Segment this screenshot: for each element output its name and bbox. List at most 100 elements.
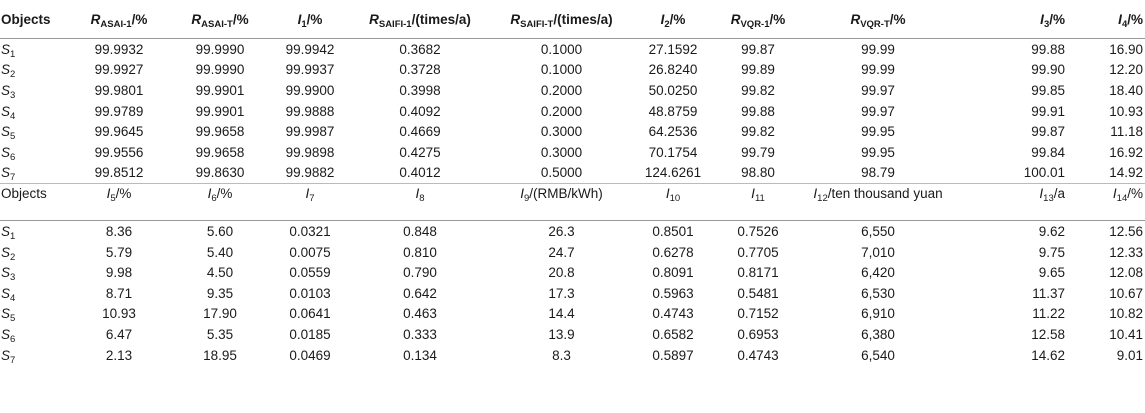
table2-header-row: Objects I5/% I6/% I7 I8 I9/(RMB/kWh) I10 I11 I12… [0, 183, 1145, 222]
table-row: S3 99.9801 99.9901 99.9900 0.3998 0.2000 50.02… [0, 80, 1145, 101]
table-cell: 99.9882 [270, 162, 350, 185]
table-cell: 0.134 [403, 347, 437, 363]
table-cell: 14.62 [1031, 347, 1065, 363]
table-cell: 70.1754 [648, 144, 698, 160]
table-cell: 8.36 [105, 223, 133, 239]
table2-header-cell: I6/% [170, 183, 270, 222]
table-cell: 9.65 [1038, 265, 1065, 281]
header-symbol: I [665, 186, 670, 202]
header-subscript: SAIFI-T [520, 18, 554, 30]
header-subscript: 13 [1043, 193, 1054, 205]
table1-header-cell: RASAI-1/% [68, 0, 170, 39]
header-symbol: R [510, 11, 521, 27]
table-cell: 99.9658 [195, 124, 245, 140]
header-symbol: I [751, 186, 755, 202]
table-cell: 99.99 [861, 41, 895, 57]
table-cell: 0.1000 [540, 41, 583, 57]
table-cell: 0.3728 [399, 62, 441, 78]
table-cell: 0.7705 [737, 244, 779, 260]
table-cell: 99.8630 [170, 162, 270, 185]
header-symbol: I [207, 186, 212, 202]
table-cell: 0.0641 [289, 306, 331, 322]
object-subscript: 7 [10, 354, 16, 366]
header-subscript: 6 [211, 193, 217, 205]
table-cell: 9.01 [1116, 347, 1143, 363]
table-cell: 0.5963 [652, 285, 694, 301]
table-row: S5 10.93 17.90 0.0641 0.463 14.4 0.4743 0.7152 6… [0, 304, 1145, 325]
object-subscript: 2 [10, 251, 16, 263]
table-cell: 10.93 [102, 306, 136, 322]
table-cell: 0.4092 [399, 103, 441, 119]
table-cell: 6,540 [861, 347, 895, 363]
header-symbol: I [1112, 186, 1117, 202]
header-unit: /% [769, 11, 786, 27]
table-cell: 0.0321 [289, 223, 331, 239]
header-subscript: 7 [309, 193, 315, 205]
table-cell: 10.67 [1109, 285, 1143, 301]
table-cell: 12.56 [1109, 223, 1143, 239]
object-subscript: 3 [10, 89, 16, 101]
table-cell: 9.62 [1038, 223, 1065, 239]
table-cell: 18.40 [1109, 82, 1143, 98]
table-cell: 0.6953 [737, 326, 779, 342]
object-symbol: S [1, 326, 11, 342]
table-row: S2 99.9927 99.9990 99.9937 0.3728 0.1000 26.82… [0, 60, 1145, 81]
object-subscript: 5 [10, 131, 16, 142]
table-cell: 99.82 [741, 124, 775, 140]
object-label: S4 [0, 101, 68, 122]
header-unit: /% [889, 11, 906, 27]
table1-header-cell: I1/% [270, 0, 350, 39]
table2-header-cell: I8 [350, 183, 490, 222]
table-cell: 0.8171 [737, 265, 779, 281]
table-cell: 6,420 [861, 265, 895, 281]
table-cell: 0.4012 [350, 162, 490, 185]
table-cell: 11.18 [1110, 124, 1143, 140]
table-cell: 99.9942 [285, 41, 335, 57]
header-symbol: I [520, 186, 524, 202]
object-symbol: S [1, 223, 11, 239]
object-label: S4 [0, 283, 68, 304]
table-cell: 99.9990 [195, 62, 245, 78]
header-subscript: ASAI-T [201, 18, 233, 30]
table-cell: 0.3682 [399, 41, 441, 57]
table-cell: 14.4 [548, 306, 575, 322]
table-cell: 24.7 [548, 244, 575, 260]
table-cell: 99.84 [1031, 144, 1065, 160]
table-cell: 0.3998 [399, 82, 441, 98]
table-cell: 16.90 [1109, 41, 1143, 57]
table-cell: 27.1592 [648, 41, 698, 57]
table-cell: 0.642 [403, 285, 437, 301]
table-cell: 0.790 [403, 265, 437, 281]
object-subscript: 4 [10, 292, 16, 304]
object-label: S2 [0, 242, 68, 263]
header-subscript: 4 [1121, 18, 1128, 30]
header-subscript: 10 [669, 193, 681, 205]
table-cell: 17.90 [203, 306, 237, 322]
table-cell: 6,530 [861, 285, 895, 301]
table-cell: 0.5000 [490, 162, 633, 185]
table-cell: 12.20 [1109, 62, 1143, 78]
table-cell: 0.8091 [652, 265, 694, 281]
header-subscript: 8 [419, 193, 425, 205]
table-cell: 99.9556 [94, 144, 144, 160]
table-cell: 99.9658 [195, 144, 245, 160]
table2-header-cell: I12/ten thousand yuan [803, 183, 953, 222]
table1-header-cell: I2/% [633, 0, 713, 39]
table-cell: 0.848 [403, 223, 437, 239]
table2-header-cell: I13/a [953, 183, 1073, 222]
table-cell: 99.9888 [285, 103, 335, 119]
table-cell: 99.9901 [195, 103, 245, 119]
table-cell: 99.82 [741, 82, 775, 98]
table-cell: 11.37 [1032, 285, 1065, 301]
object-symbol: S [1, 62, 11, 78]
object-subscript: 6 [10, 151, 16, 163]
table2-header-objects: Objects [0, 183, 68, 222]
table-cell: 12.08 [1109, 265, 1143, 281]
table-cell: 6,550 [861, 223, 895, 239]
object-label: S3 [0, 262, 68, 283]
header-symbol: I [305, 186, 310, 202]
header-symbol: I [415, 186, 420, 202]
header-symbol: R [730, 11, 741, 27]
header-unit: /(times/a) [553, 11, 613, 27]
table2-header-cell: I14/% [1073, 183, 1145, 222]
